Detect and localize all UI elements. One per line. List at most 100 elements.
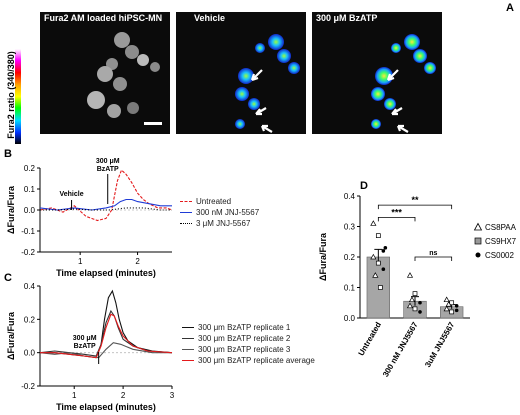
micrograph-bzatp-cells [371,34,436,133]
chart-d-ytick-label: 0.4 [344,192,356,201]
chart-d-point [454,308,459,313]
chart-b-ylabel: ΔFura/Fura [6,185,16,234]
chart-d-point [406,272,414,278]
chart-d-point [370,253,377,260]
chart-d-legend-marker [475,252,481,258]
chart-d-legend-marker [473,222,483,231]
chart-b-ytick-label: 0.0 [24,206,36,215]
chart-d-point [381,267,386,271]
chart-d-legend-label: CS8PAA [485,223,517,232]
chart-d-point [375,260,381,266]
chart-c: -0.2 0.0 0.2 0.4 1 2 3 Time elapsed (minutes) ΔF… [6,282,175,412]
panel-label-c: C [4,272,12,284]
chart-d-ytick-label: 0.3 [344,223,356,232]
legend-label-jnj3: 3 μM JNJ-5567 [196,219,251,228]
chart-d-ytick-label: 0.2 [344,253,356,262]
micrograph-vehicle-cells [235,34,300,133]
chart-d-category-label: 3uM JNJ5567 [423,320,456,369]
micrograph-fura2-loaded: Fura2 AM loaded hiPSC-MN [40,12,170,134]
chart-d-point [443,305,450,312]
legend-item-jnj300: 300 nM JNJ-5567 [180,207,259,218]
chart-b-xtick-label: 1 [78,257,83,266]
chart-b-series-line [39,169,173,222]
chart-d-significance-bracket [414,256,453,261]
chart-c-xlabel: Time elapsed (minutes) [56,402,156,412]
chart-d-significance-label: *** [391,207,402,217]
chart-b-annotation-bzatp: BzATP [97,166,119,173]
chart-d-category-label: Untreated [357,320,384,357]
chart-d-point [412,306,418,312]
legend-label-rep1: 300 μm BzATP replicate 1 [198,323,291,332]
chart-c-ylabel: ΔFura/Fura [6,311,16,360]
legend-swatch-jnj3 [180,223,192,225]
chart-d-legend-label: CS9HX7 [485,237,517,246]
legend-item-rep3: 300 μm BzATP replicate 3 [182,344,315,355]
colorbar-label: Fura2 ratio (340/380) [6,51,16,139]
chart-c-ytick-label: 0.0 [24,349,36,358]
fura2-colorbar [15,49,21,144]
chart-d-legend-label: CS0002 [485,251,514,260]
chart-d-ytick-label: 0.1 [344,284,356,293]
chart-c-xtick-label: 1 [72,391,77,400]
micrograph-title-bzatp: 300 μM BzATP [316,13,378,23]
chart-b: -0.2 -0.1 0.0 0.1 0.2 1 2 Time elapsed (minutes… [6,158,173,278]
chart-d-point [418,310,422,314]
legend-item-rep2: 300 μm BzATP replicate 2 [182,333,315,344]
chart-d-point [377,285,383,290]
legend-swatch-jnj300 [180,212,192,214]
chart-d-point [449,300,455,306]
chart-c-annotation-bzatp: BzATP [74,343,96,350]
legend-label-rep3: 300 μm BzATP replicate 3 [198,345,291,354]
legend-label-untreated: Untreated [196,197,232,206]
legend-swatch-avg [182,360,194,362]
chart-b-xlabel: Time elapsed (minutes) [56,268,156,278]
chart-d-point [372,272,379,278]
chart-d-point [454,304,459,308]
chart-b-annotation-bzatp: 300 μM [96,158,120,165]
legend-b: Untreated 300 nM JNJ-5567 3 μM JNJ-5567 [180,196,259,229]
chart-c-series-line [40,313,173,359]
micrograph-bzatp: 300 μM BzATP [312,12,442,134]
legend-swatch-rep1 [182,327,194,329]
chart-c-series-line [39,342,172,359]
micrograph-title-vehicle: Vehicle [194,13,226,23]
chart-d-significance-label: ns [429,250,437,257]
chart-c-xtick-label: 2 [121,391,126,400]
chart-d-point [375,233,381,239]
legend-label-rep2: 300 μm BzATP replicate 2 [198,334,291,343]
chart-d-point [370,220,377,226]
chart-b-xtick-label: 2 [135,257,140,266]
chart-d-point [383,246,388,250]
chart-b-ytick-label: -0.2 [21,248,35,257]
chart-d-ytick-label: 0.0 [344,314,356,323]
chart-b-ytick-label: 0.2 [24,164,36,173]
chart-c-ytick-label: 0.4 [24,282,36,291]
chart-d-point [412,291,418,296]
chart-d-point [408,296,416,303]
chart-c-ytick-label: -0.2 [21,382,35,391]
chart-d-legend-marker [474,237,482,245]
chart-b-series-line [39,198,172,211]
chart-d-significance-bracket [377,216,416,222]
legend-item-avg: 300 μm BzATP replicate average [182,355,315,366]
chart-d-point [445,301,452,307]
chart-b-annotation-vehicle: Vehicle [59,191,83,198]
chart-d-significance-label: ** [411,195,419,205]
micrograph-title-loaded: Fura2 AM loaded hiPSC-MN [44,13,163,23]
chart-d-point [443,296,450,303]
micrograph-vehicle: Vehicle [176,12,306,134]
legend-item-jnj3: 3 μM JNJ-5567 [180,218,259,229]
scale-bar [144,122,162,125]
panel-label-d: D [360,180,368,192]
chart-d-point [406,302,414,309]
chart-d-point [381,249,386,253]
legend-item-rep1: 300 μm BzATP replicate 1 [182,322,315,333]
chart-b-ytick-label: 0.1 [24,185,36,194]
panel-label-b: B [4,148,12,160]
panel-label-a: A [506,2,514,14]
legend-swatch-untreated [180,201,192,203]
chart-c-annotation-bzatp: 300 μM [73,335,97,342]
micrograph-grayscale-cells [87,32,160,118]
chart-b-ytick-label: -0.1 [21,227,35,236]
